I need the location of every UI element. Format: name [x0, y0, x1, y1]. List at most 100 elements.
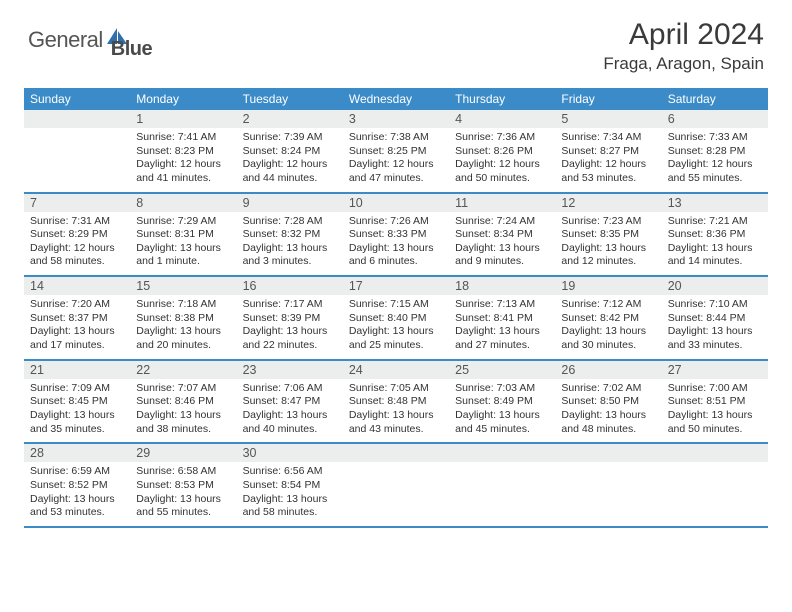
day-line: Daylight: 13 hours and 43 minutes. [349, 409, 443, 436]
day-line: Sunrise: 7:18 AM [136, 298, 230, 312]
day-line: Daylight: 13 hours and 50 minutes. [668, 409, 762, 436]
day-line: Sunrise: 7:33 AM [668, 131, 762, 145]
day-body [555, 462, 661, 522]
day-line: Sunrise: 7:03 AM [455, 382, 549, 396]
day-line: Sunset: 8:41 PM [455, 312, 549, 326]
day-cell: 15Sunrise: 7:18 AMSunset: 8:38 PMDayligh… [130, 277, 236, 359]
day-number [555, 444, 661, 462]
day-cell: 2Sunrise: 7:39 AMSunset: 8:24 PMDaylight… [237, 110, 343, 192]
day-number: 25 [449, 361, 555, 379]
day-line: Daylight: 13 hours and 30 minutes. [561, 325, 655, 352]
day-number: 20 [662, 277, 768, 295]
day-line: Sunset: 8:54 PM [243, 479, 337, 493]
day-line: Sunset: 8:44 PM [668, 312, 762, 326]
day-line: Sunrise: 7:41 AM [136, 131, 230, 145]
day-line: Daylight: 13 hours and 55 minutes. [136, 493, 230, 520]
day-line: Sunrise: 7:02 AM [561, 382, 655, 396]
day-line: Daylight: 12 hours and 50 minutes. [455, 158, 549, 185]
day-body: Sunrise: 7:07 AMSunset: 8:46 PMDaylight:… [130, 379, 236, 443]
day-line: Sunrise: 7:29 AM [136, 215, 230, 229]
day-line: Daylight: 13 hours and 20 minutes. [136, 325, 230, 352]
day-body: Sunrise: 7:28 AMSunset: 8:32 PMDaylight:… [237, 212, 343, 276]
logo-text-1: General [28, 27, 103, 53]
day-line: Sunset: 8:45 PM [30, 395, 124, 409]
title-block: April 2024 Fraga, Aragon, Spain [603, 18, 764, 74]
day-body: Sunrise: 7:18 AMSunset: 8:38 PMDaylight:… [130, 295, 236, 359]
day-line: Daylight: 12 hours and 55 minutes. [668, 158, 762, 185]
day-cell [555, 444, 661, 526]
day-line: Sunset: 8:50 PM [561, 395, 655, 409]
day-number: 24 [343, 361, 449, 379]
day-body: Sunrise: 7:05 AMSunset: 8:48 PMDaylight:… [343, 379, 449, 443]
day-cell: 10Sunrise: 7:26 AMSunset: 8:33 PMDayligh… [343, 194, 449, 276]
day-line: Sunset: 8:37 PM [30, 312, 124, 326]
week-row: 1Sunrise: 7:41 AMSunset: 8:23 PMDaylight… [24, 110, 768, 194]
weekday-header-row: Sunday Monday Tuesday Wednesday Thursday… [24, 88, 768, 110]
day-cell: 5Sunrise: 7:34 AMSunset: 8:27 PMDaylight… [555, 110, 661, 192]
day-cell: 9Sunrise: 7:28 AMSunset: 8:32 PMDaylight… [237, 194, 343, 276]
day-cell: 22Sunrise: 7:07 AMSunset: 8:46 PMDayligh… [130, 361, 236, 443]
day-line: Sunrise: 6:56 AM [243, 465, 337, 479]
header: General Blue April 2024 Fraga, Aragon, S… [0, 0, 792, 82]
day-cell: 27Sunrise: 7:00 AMSunset: 8:51 PMDayligh… [662, 361, 768, 443]
day-body [449, 462, 555, 522]
day-line: Sunset: 8:49 PM [455, 395, 549, 409]
weekday-header: Tuesday [237, 88, 343, 110]
day-cell: 30Sunrise: 6:56 AMSunset: 8:54 PMDayligh… [237, 444, 343, 526]
day-cell: 29Sunrise: 6:58 AMSunset: 8:53 PMDayligh… [130, 444, 236, 526]
week-row: 28Sunrise: 6:59 AMSunset: 8:52 PMDayligh… [24, 444, 768, 528]
day-line: Sunrise: 7:31 AM [30, 215, 124, 229]
day-number: 15 [130, 277, 236, 295]
day-body [662, 462, 768, 522]
day-body: Sunrise: 7:41 AMSunset: 8:23 PMDaylight:… [130, 128, 236, 192]
day-number: 13 [662, 194, 768, 212]
day-cell [449, 444, 555, 526]
day-number [662, 444, 768, 462]
day-number: 7 [24, 194, 130, 212]
day-body: Sunrise: 7:38 AMSunset: 8:25 PMDaylight:… [343, 128, 449, 192]
day-line: Daylight: 13 hours and 6 minutes. [349, 242, 443, 269]
day-line: Daylight: 13 hours and 38 minutes. [136, 409, 230, 436]
day-line: Sunset: 8:40 PM [349, 312, 443, 326]
day-body [343, 462, 449, 522]
location: Fraga, Aragon, Spain [603, 54, 764, 74]
day-line: Sunset: 8:29 PM [30, 228, 124, 242]
day-body: Sunrise: 7:15 AMSunset: 8:40 PMDaylight:… [343, 295, 449, 359]
day-cell [24, 110, 130, 192]
calendar: Sunday Monday Tuesday Wednesday Thursday… [24, 88, 768, 528]
day-body: Sunrise: 7:12 AMSunset: 8:42 PMDaylight:… [555, 295, 661, 359]
day-body: Sunrise: 7:10 AMSunset: 8:44 PMDaylight:… [662, 295, 768, 359]
day-cell: 24Sunrise: 7:05 AMSunset: 8:48 PMDayligh… [343, 361, 449, 443]
day-line: Sunrise: 7:06 AM [243, 382, 337, 396]
day-line: Daylight: 13 hours and 27 minutes. [455, 325, 549, 352]
day-line: Sunset: 8:31 PM [136, 228, 230, 242]
day-cell: 20Sunrise: 7:10 AMSunset: 8:44 PMDayligh… [662, 277, 768, 359]
day-number: 4 [449, 110, 555, 128]
day-number: 5 [555, 110, 661, 128]
day-line: Sunset: 8:26 PM [455, 145, 549, 159]
day-line: Sunset: 8:32 PM [243, 228, 337, 242]
day-number: 2 [237, 110, 343, 128]
day-number: 28 [24, 444, 130, 462]
day-number: 17 [343, 277, 449, 295]
day-line: Sunrise: 7:09 AM [30, 382, 124, 396]
day-number: 18 [449, 277, 555, 295]
day-body: Sunrise: 7:31 AMSunset: 8:29 PMDaylight:… [24, 212, 130, 276]
day-number: 3 [343, 110, 449, 128]
day-line: Sunrise: 7:24 AM [455, 215, 549, 229]
day-cell: 1Sunrise: 7:41 AMSunset: 8:23 PMDaylight… [130, 110, 236, 192]
day-line: Daylight: 13 hours and 14 minutes. [668, 242, 762, 269]
day-cell: 18Sunrise: 7:13 AMSunset: 8:41 PMDayligh… [449, 277, 555, 359]
day-number: 16 [237, 277, 343, 295]
logo: General Blue [28, 18, 152, 61]
day-line: Sunset: 8:36 PM [668, 228, 762, 242]
day-line: Sunset: 8:48 PM [349, 395, 443, 409]
day-line: Sunrise: 7:20 AM [30, 298, 124, 312]
day-line: Daylight: 12 hours and 44 minutes. [243, 158, 337, 185]
day-number [343, 444, 449, 462]
day-line: Sunrise: 7:39 AM [243, 131, 337, 145]
day-line: Sunset: 8:42 PM [561, 312, 655, 326]
day-line: Sunset: 8:51 PM [668, 395, 762, 409]
day-line: Sunrise: 7:10 AM [668, 298, 762, 312]
day-cell: 28Sunrise: 6:59 AMSunset: 8:52 PMDayligh… [24, 444, 130, 526]
